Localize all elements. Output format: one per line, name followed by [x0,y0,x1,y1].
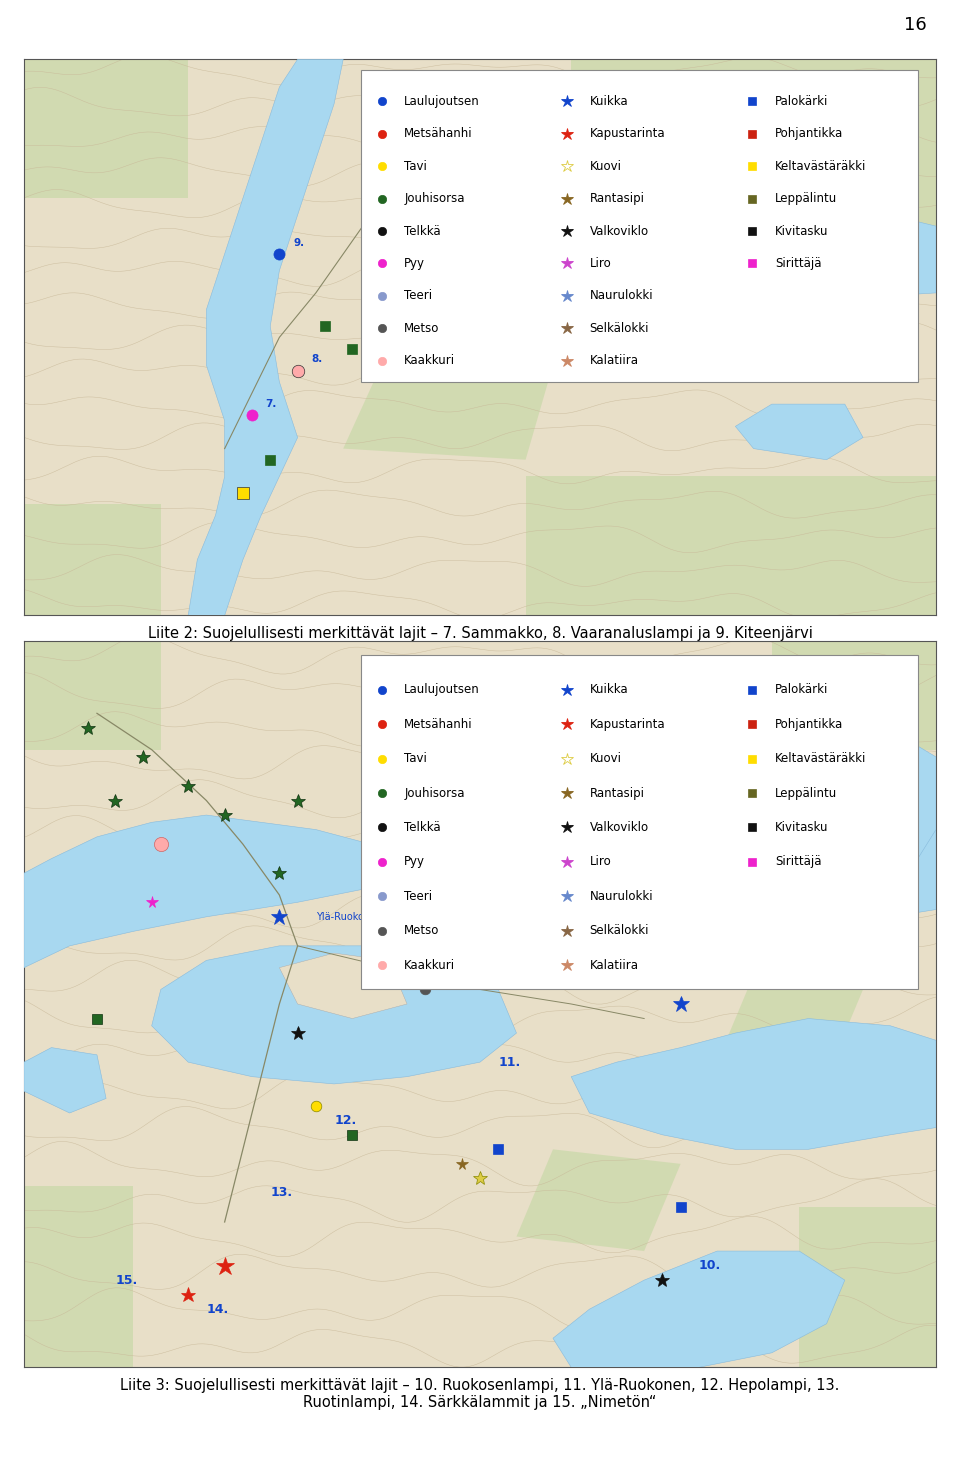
Text: Kuikka: Kuikka [589,95,629,108]
Bar [361,71,918,383]
Text: Kalatiira: Kalatiira [589,354,638,368]
Polygon shape [717,974,863,1077]
Polygon shape [480,243,644,326]
Polygon shape [24,504,161,615]
Text: Metso: Metso [404,924,440,937]
Polygon shape [553,1252,845,1367]
Text: 8.: 8. [311,354,323,365]
Text: Telkkä: Telkkä [404,822,441,833]
Text: Pyy: Pyy [404,856,425,869]
Text: Tavi: Tavi [404,752,427,765]
Text: Liite 2: Suojelullisesti merkittävät lajit – 7. Sammakko, 8. Vaaranaluslampi ja : Liite 2: Suojelullisesti merkittävät laj… [148,626,812,641]
Text: Selkälokki: Selkälokki [589,924,649,937]
Text: Kuikka: Kuikka [589,684,629,696]
Text: Kaakkuri: Kaakkuri [404,958,455,971]
Text: Valkoviklo: Valkoviklo [589,822,649,833]
Text: Valkoviklo: Valkoviklo [589,224,649,237]
Text: Tavi: Tavi [404,160,427,172]
Polygon shape [571,1019,936,1149]
Text: Pyy: Pyy [404,257,425,270]
Text: Palokärki: Palokärki [775,684,828,696]
Text: Keltavästäräkki: Keltavästäräkki [775,160,867,172]
Text: Palokärki: Palokärki [775,95,828,108]
Polygon shape [188,59,344,615]
Text: Rantasipi: Rantasipi [589,193,645,205]
Text: Kuovi: Kuovi [589,752,622,765]
Polygon shape [279,954,407,1019]
Text: Keltavästäräkki: Keltavästäräkki [775,752,867,765]
Polygon shape [516,1149,681,1252]
Text: Pohjantikka: Pohjantikka [775,718,844,731]
Text: Kapustarinta: Kapustarinta [589,128,665,141]
Text: 14.: 14. [206,1302,228,1315]
Text: Liro: Liro [589,257,612,270]
Text: Teeri: Teeri [404,890,432,903]
Text: 16: 16 [903,16,926,34]
Polygon shape [526,476,936,615]
Text: 10.: 10. [699,1259,721,1272]
Text: Liro: Liro [589,856,612,869]
Text: Leppälintu: Leppälintu [775,786,837,799]
Text: 12.: 12. [334,1114,356,1127]
Polygon shape [344,349,553,460]
Polygon shape [24,1186,133,1367]
Polygon shape [799,1207,936,1367]
Text: Ylä-Ruokonen: Ylä-Ruokonen [316,912,382,922]
Text: 13.: 13. [271,1186,293,1200]
Polygon shape [644,215,936,310]
Bar [361,655,918,989]
Text: 7.: 7. [266,399,277,409]
Text: Sirittäjä: Sirittäjä [775,856,822,869]
Text: Kapustarinta: Kapustarinta [589,718,665,731]
Polygon shape [772,641,936,750]
Text: Kuovi: Kuovi [589,160,622,172]
Text: 9.: 9. [293,237,304,248]
Polygon shape [362,176,462,237]
Text: Rantasipi: Rantasipi [589,786,645,799]
Text: Kivitasku: Kivitasku [775,224,828,237]
Text: Teeri: Teeri [404,289,432,303]
Text: Pohjantikka: Pohjantikka [775,128,844,141]
Text: Sirittäjä: Sirittäjä [775,257,822,270]
Text: Kivitasku: Kivitasku [775,822,828,833]
Polygon shape [24,764,936,968]
Polygon shape [571,59,936,227]
Polygon shape [24,641,161,750]
Polygon shape [152,946,516,1084]
Text: Laulujoutsen: Laulujoutsen [404,95,480,108]
Text: Laulujoutsen: Laulujoutsen [404,684,480,696]
Text: Leppälintu: Leppälintu [775,193,837,205]
Text: Kaakkuri: Kaakkuri [404,354,455,368]
Polygon shape [735,405,863,460]
Text: Naurulokki: Naurulokki [589,289,654,303]
Text: Jouhisorsa: Jouhisorsa [404,193,465,205]
Polygon shape [24,59,188,199]
Text: Jouhisorsa: Jouhisorsa [404,786,465,799]
Text: Selkälokki: Selkälokki [589,322,649,335]
Text: Metsähanhi: Metsähanhi [404,128,473,141]
Text: Telkkä: Telkkä [404,224,441,237]
Text: 15.: 15. [115,1274,137,1287]
Text: Naurulokki: Naurulokki [589,890,654,903]
Text: Kalatiira: Kalatiira [589,958,638,971]
Text: 11.: 11. [498,1056,520,1069]
Text: Liite 3: Suojelullisesti merkittävät lajit – 10. Ruokosenlampi, 11. Ylä-Ruokonen: Liite 3: Suojelullisesti merkittävät laj… [120,1378,840,1410]
Text: Metso: Metso [404,322,440,335]
Polygon shape [371,743,589,816]
Polygon shape [754,736,936,873]
Polygon shape [24,1047,107,1112]
Text: Metsähanhi: Metsähanhi [404,718,473,731]
